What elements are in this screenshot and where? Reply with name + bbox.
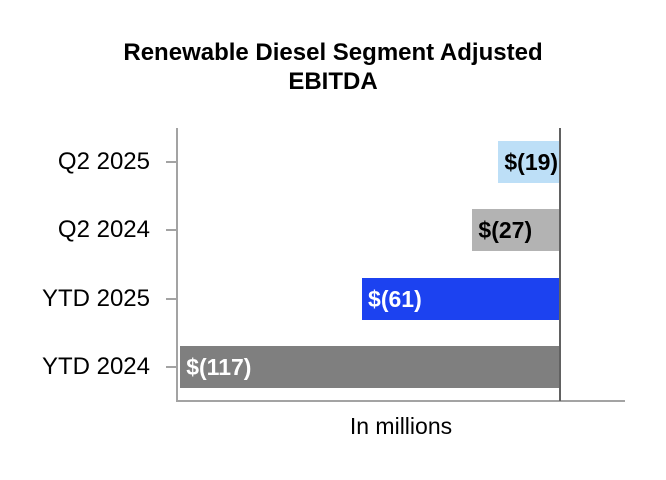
- tick-mark-ytd-2024: [166, 365, 177, 368]
- zero-line: [559, 128, 562, 401]
- bar-value-label-ytd-2025: $(61): [368, 285, 422, 312]
- bar-value-label-q2-2025: $(19): [504, 149, 559, 176]
- bar-value-label-ytd-2024: $(117): [186, 353, 252, 380]
- tick-mark-q2-2024: [166, 229, 177, 232]
- bar-q2-2024: $(27): [472, 209, 561, 252]
- category-label-q2-2025: Q2 2025: [57, 148, 150, 176]
- chart-title-line-1: Renewable Diesel Segment Adjusted: [123, 39, 543, 66]
- category-label-ytd-2025: YTD 2025: [41, 284, 150, 312]
- chart-title: Renewable Diesel Segment Adjusted EBITDA: [0, 38, 666, 96]
- tick-mark-q2-2025: [166, 161, 177, 164]
- tick-mark-ytd-2025: [166, 297, 177, 300]
- bar-ytd-2025: $(61): [362, 277, 561, 320]
- x-axis-line: [176, 400, 625, 402]
- bar-value-label-q2-2024: $(27): [478, 217, 533, 244]
- bar-ytd-2024: $(117): [180, 345, 561, 388]
- bar-q2-2025: $(19): [498, 141, 561, 184]
- category-label-q2-2024: Q2 2024: [57, 216, 150, 244]
- y-axis-line: [176, 128, 178, 402]
- chart-title-line-2: EBITDA: [288, 68, 378, 95]
- x-axis-title: In millions: [349, 413, 453, 439]
- category-label-ytd-2024: YTD 2024: [41, 352, 150, 380]
